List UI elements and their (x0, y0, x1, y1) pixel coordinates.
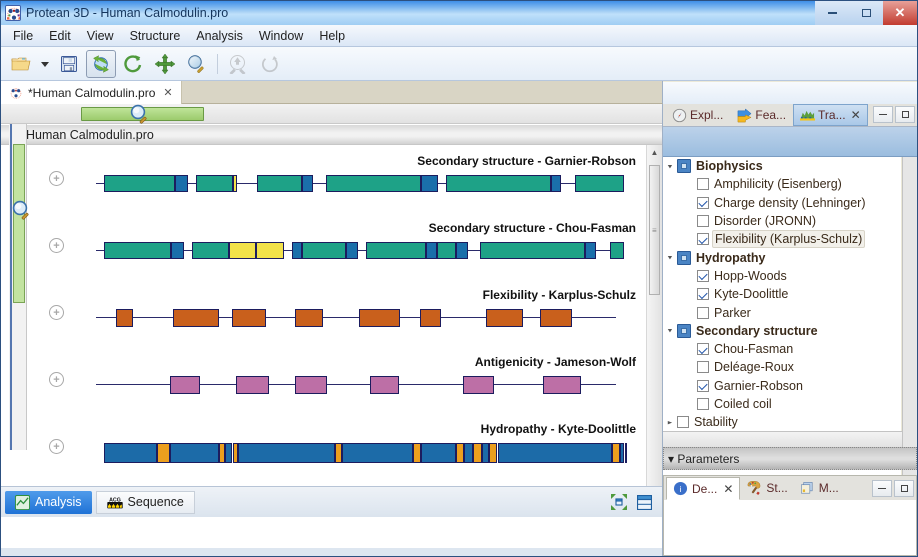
svg-text:i: i (680, 484, 682, 494)
